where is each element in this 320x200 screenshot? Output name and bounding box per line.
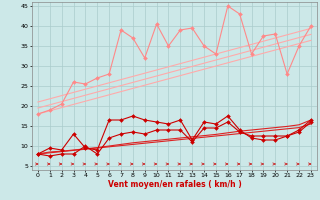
X-axis label: Vent moyen/en rafales ( km/h ): Vent moyen/en rafales ( km/h ) <box>108 180 241 189</box>
